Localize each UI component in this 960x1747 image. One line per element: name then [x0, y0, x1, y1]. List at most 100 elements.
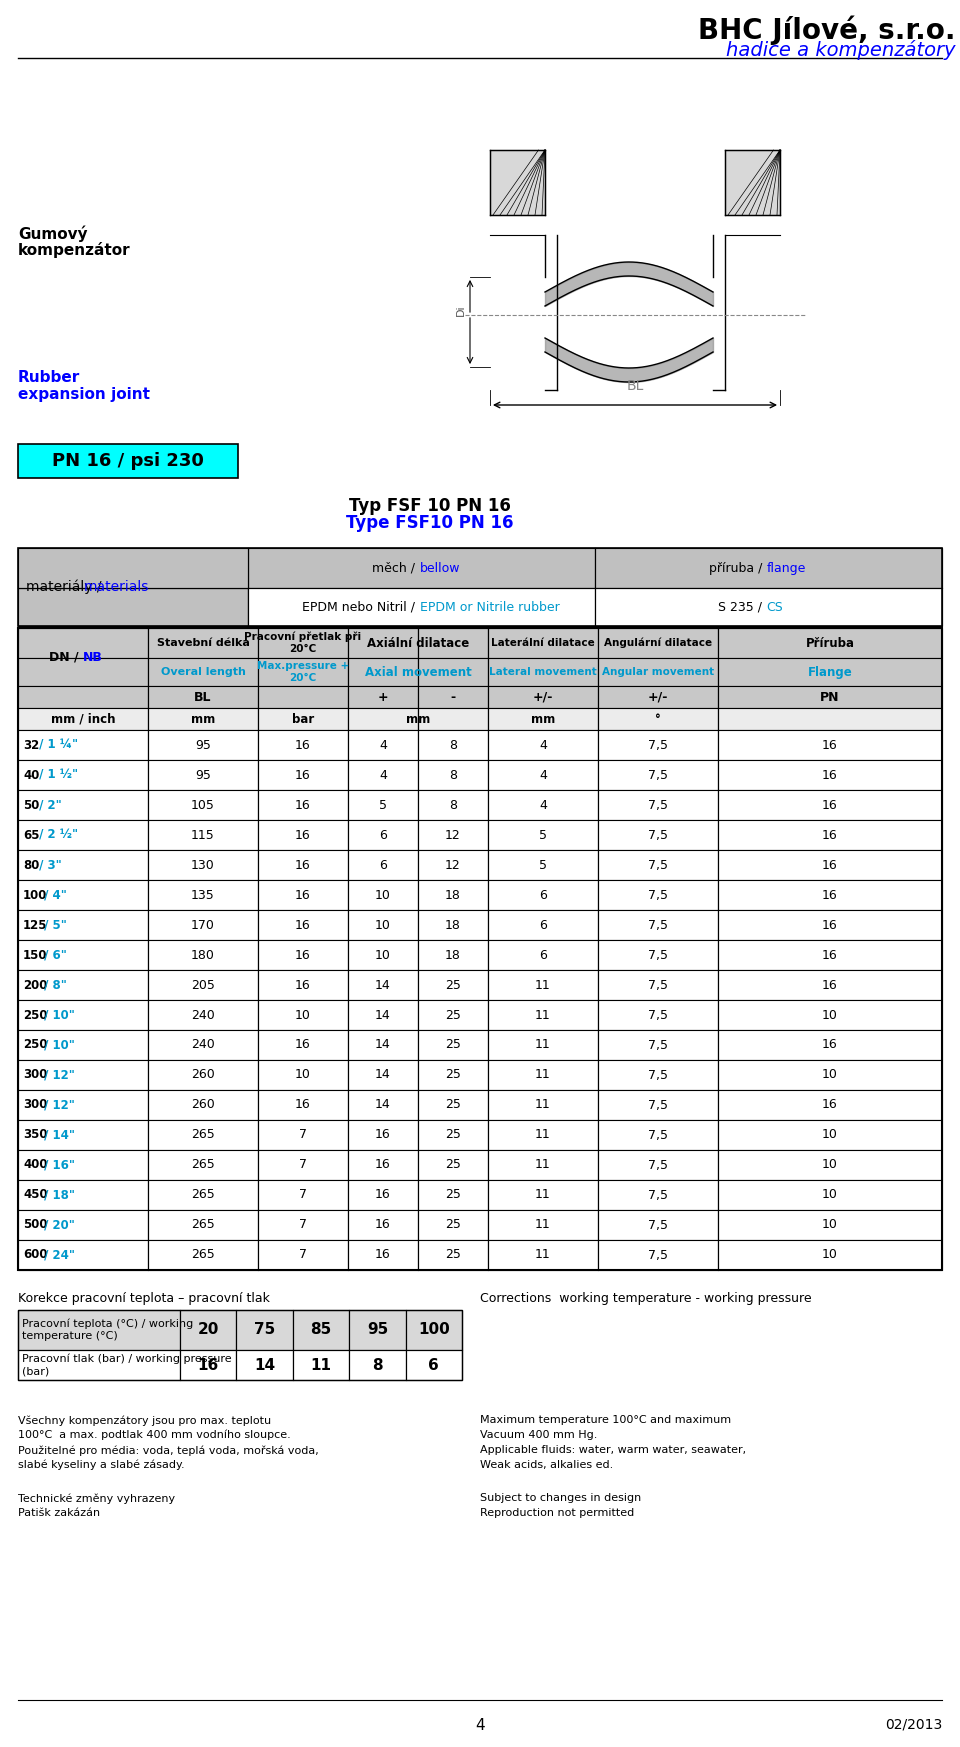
Bar: [718, 1240, 942, 1270]
Text: BHC Jílové, s.r.o.: BHC Jílové, s.r.o.: [698, 16, 955, 44]
Bar: [18, 880, 148, 910]
Text: 6: 6: [540, 919, 547, 931]
Bar: [258, 910, 348, 940]
Text: 14: 14: [375, 978, 391, 992]
Text: 7: 7: [299, 1218, 307, 1232]
Bar: [148, 659, 258, 687]
Text: 95: 95: [367, 1322, 388, 1338]
Text: 16: 16: [295, 828, 311, 842]
Text: 11: 11: [535, 1188, 551, 1202]
Bar: [718, 659, 942, 687]
Text: 6: 6: [379, 858, 387, 872]
Bar: [258, 851, 348, 880]
Bar: [348, 687, 418, 708]
Bar: [148, 1211, 258, 1240]
Bar: [348, 999, 418, 1031]
Bar: [148, 687, 258, 708]
Text: Všechny kompenzátory jsou pro max. teplotu: Všechny kompenzátory jsou pro max. teplo…: [18, 1415, 271, 1426]
Bar: [348, 910, 418, 940]
Text: / 3": / 3": [35, 858, 61, 872]
Bar: [248, 589, 942, 625]
Text: Applicable fluids: water, warm water, seawater,: Applicable fluids: water, warm water, se…: [480, 1445, 746, 1455]
Bar: [490, 150, 545, 215]
Text: Typ FSF 10 PN 16: Typ FSF 10 PN 16: [349, 496, 511, 515]
Bar: [348, 1240, 418, 1270]
Text: 50: 50: [23, 798, 39, 812]
Text: 205: 205: [191, 978, 215, 992]
Text: Maximum temperature 100°C and maximum: Maximum temperature 100°C and maximum: [480, 1415, 732, 1426]
Bar: [418, 1060, 488, 1090]
Bar: [718, 760, 942, 790]
Text: 7,5: 7,5: [648, 769, 668, 781]
Text: 25: 25: [445, 1008, 461, 1022]
Bar: [406, 1310, 462, 1350]
Text: EPDM or Nitrile rubber: EPDM or Nitrile rubber: [420, 601, 560, 613]
Bar: [18, 760, 148, 790]
Text: 16: 16: [822, 828, 838, 842]
Bar: [18, 627, 148, 659]
Text: 18: 18: [445, 949, 461, 961]
Bar: [418, 1090, 488, 1120]
Bar: [258, 940, 348, 970]
Bar: [418, 790, 488, 819]
Bar: [258, 1211, 348, 1240]
Bar: [258, 760, 348, 790]
Text: 25: 25: [445, 1069, 461, 1081]
Bar: [418, 880, 488, 910]
Text: 250: 250: [23, 1038, 47, 1052]
Bar: [148, 970, 258, 999]
Text: 14: 14: [254, 1357, 276, 1373]
Bar: [180, 1350, 236, 1380]
Text: 16: 16: [822, 1038, 838, 1052]
Bar: [598, 760, 718, 790]
Text: Pracovní tlak (bar) / working pressure
(bar): Pracovní tlak (bar) / working pressure (…: [22, 1354, 231, 1377]
Bar: [348, 1090, 418, 1120]
Text: Subject to changes in design: Subject to changes in design: [480, 1494, 641, 1502]
Bar: [248, 549, 595, 589]
Bar: [598, 999, 718, 1031]
Bar: [148, 1150, 258, 1179]
Text: Lateral movement: Lateral movement: [490, 667, 597, 678]
Text: 40: 40: [23, 769, 39, 781]
Bar: [348, 659, 418, 687]
Text: materials: materials: [84, 580, 150, 594]
Text: Corrections  working temperature - working pressure: Corrections working temperature - workin…: [480, 1293, 811, 1305]
Bar: [349, 1310, 406, 1350]
Text: 16: 16: [295, 1099, 311, 1111]
Text: 25: 25: [445, 1218, 461, 1232]
Text: 16: 16: [822, 769, 838, 781]
Text: 11: 11: [535, 1218, 551, 1232]
Text: 16: 16: [295, 769, 311, 781]
Bar: [258, 999, 348, 1031]
Bar: [488, 687, 598, 708]
Bar: [236, 1310, 293, 1350]
Text: 6: 6: [540, 889, 547, 901]
Text: 7,5: 7,5: [648, 1188, 668, 1202]
Text: 100: 100: [418, 1322, 449, 1338]
Text: 6: 6: [379, 828, 387, 842]
Text: 4: 4: [475, 1717, 485, 1733]
Text: 16: 16: [822, 739, 838, 751]
Text: 25: 25: [445, 1249, 461, 1261]
Bar: [18, 589, 248, 625]
Bar: [18, 1090, 148, 1120]
Text: 350: 350: [23, 1129, 47, 1141]
Text: 18: 18: [445, 889, 461, 901]
Text: 6: 6: [540, 949, 547, 961]
Text: 4: 4: [379, 739, 387, 751]
Bar: [258, 730, 348, 760]
Text: 10: 10: [822, 1218, 838, 1232]
Text: 16: 16: [822, 889, 838, 901]
Text: BL: BL: [626, 379, 644, 393]
Bar: [598, 730, 718, 760]
Text: 16: 16: [198, 1357, 219, 1373]
Bar: [18, 549, 248, 589]
Text: NB: NB: [83, 650, 103, 664]
Bar: [18, 1310, 462, 1380]
Bar: [258, 790, 348, 819]
Text: / 14": / 14": [40, 1129, 76, 1141]
Text: 300: 300: [23, 1099, 47, 1111]
Text: 10: 10: [822, 1129, 838, 1141]
Bar: [18, 1150, 148, 1179]
Text: EPDM nebo Nitril /: EPDM nebo Nitril /: [302, 601, 420, 613]
